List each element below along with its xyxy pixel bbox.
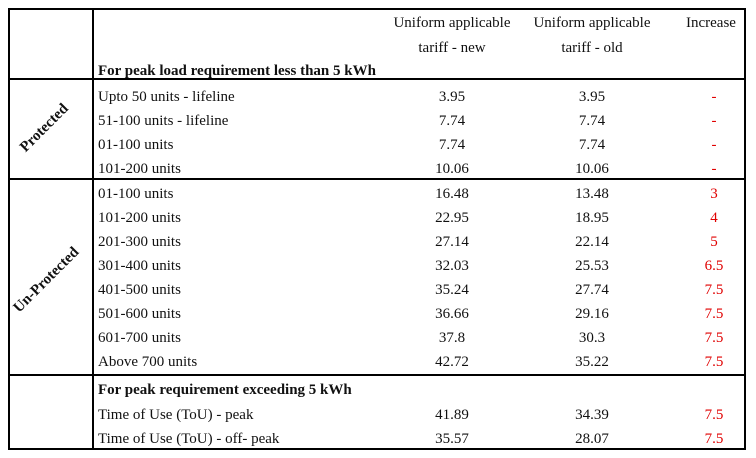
unprotected-row-increase: 7.5 [704,306,724,322]
unprotected-row-label: 501-600 units [98,306,181,322]
tariff-table: Uniform applicable tariff - new Uniform … [8,8,746,450]
protected-row-label: 101-200 units [98,161,181,177]
protected-row-new-value: 10.06 [435,161,469,177]
unprotected-row-new-value: 36.66 [435,306,469,322]
unprotected-row-new-value: 16.48 [435,186,469,202]
peak-row-increase: 7.5 [704,407,724,423]
unprotected-row-increase: 7.5 [704,354,724,370]
unprotected-row-label: 101-200 units [98,210,181,226]
unprotected-row-label: 201-300 units [98,234,181,250]
header-new-line1: Uniform applicable [393,15,511,31]
peak-row-new-value: 41.89 [435,407,469,423]
header-old-line1: Uniform applicable [533,15,651,31]
protected-row-old-value: 7.74 [578,137,606,153]
unprotected-row-old-value: 29.16 [575,306,609,322]
unprotected-row-increase: 4 [710,210,718,226]
protected-row-label: Upto 50 units - lifeline [98,89,235,105]
unprotected-row-old-value: 27.74 [575,282,609,298]
unprotected-row-new-value: 22.95 [435,210,469,226]
unprotected-row-old-value: 30.3 [578,330,606,346]
header-new-line2: tariff - new [418,40,486,56]
protected-row-increase: - [711,113,717,129]
unprotected-row-label: 301-400 units [98,258,181,274]
column-divider [92,10,94,448]
unprotected-row-increase: 6.5 [704,258,724,274]
unprotected-row-label: 601-700 units [98,330,181,346]
unprotected-row-increase: 5 [710,234,718,250]
unprotected-row-old-value: 13.48 [575,186,609,202]
unprotected-row-increase: 7.5 [704,330,724,346]
unprotected-row-new-value: 37.8 [438,330,466,346]
peak-row-old-value: 34.39 [575,407,609,423]
protected-row-label: 01-100 units [98,137,174,153]
peak-row-label: Time of Use (ToU) - off- peak [98,431,280,447]
peak-row-label: Time of Use (ToU) - peak [98,407,254,423]
unprotected-label: Un-Protected [10,244,83,317]
header-increase: Increase [686,15,736,31]
section1-title: For peak load requirement less than 5 kW… [98,63,376,79]
unprotected-row-increase: 7.5 [704,282,724,298]
unprotected-row-new-value: 27.14 [435,234,469,250]
row-divider-protected [10,178,744,180]
protected-row-increase: - [711,89,717,105]
protected-row-old-value: 7.74 [578,113,606,129]
row-divider-header [10,78,744,80]
protected-row-new-value: 7.74 [438,113,466,129]
unprotected-row-old-value: 35.22 [575,354,609,370]
unprotected-row-old-value: 18.95 [575,210,609,226]
unprotected-row-old-value: 25.53 [575,258,609,274]
protected-row-new-value: 7.74 [438,137,466,153]
peak-row-new-value: 35.57 [435,431,469,447]
peak-row-increase: 7.5 [704,431,724,447]
row-divider-unprotected [10,374,744,376]
unprotected-row-new-value: 42.72 [435,354,469,370]
protected-row-old-value: 3.95 [578,89,606,105]
unprotected-row-new-value: 32.03 [435,258,469,274]
protected-row-label: 51-100 units - lifeline [98,113,229,129]
section2-title: For peak requirement exceeding 5 kWh [98,382,352,398]
protected-label: Protected [16,100,72,156]
unprotected-row-label: 401-500 units [98,282,181,298]
unprotected-row-label: 01-100 units [98,186,174,202]
header-old-line2: tariff - old [561,40,623,56]
unprotected-row-increase: 3 [710,186,718,202]
unprotected-row-label: Above 700 units [98,354,198,370]
protected-row-new-value: 3.95 [438,89,466,105]
unprotected-row-old-value: 22.14 [575,234,609,250]
unprotected-row-new-value: 35.24 [435,282,469,298]
protected-row-increase: - [711,161,717,177]
protected-row-increase: - [711,137,717,153]
peak-row-old-value: 28.07 [575,431,609,447]
protected-row-old-value: 10.06 [575,161,609,177]
